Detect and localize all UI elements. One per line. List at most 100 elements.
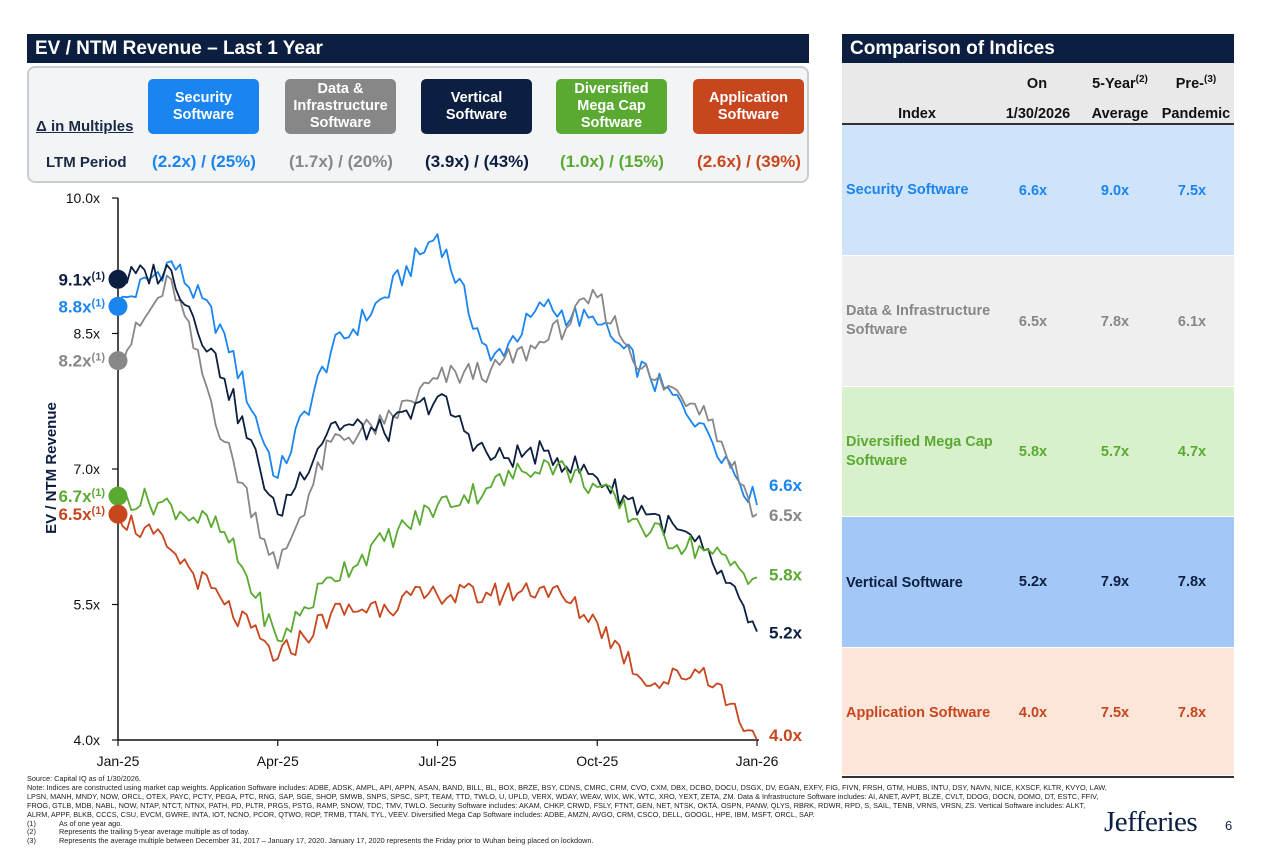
delta-label: Δ in Multiples xyxy=(36,118,134,135)
x-tick-label: Oct-25 xyxy=(576,753,618,769)
end-value-label: 6.6x xyxy=(769,476,803,495)
start-label-footnote: (1) xyxy=(92,487,106,499)
footnote-source: Source: Capital IQ as of 1/30/2026. xyxy=(27,774,141,783)
row-on-date: 5.8x xyxy=(1018,444,1048,460)
y-tick-label: 5.5x xyxy=(74,597,100,613)
table-row: Data & Infrastructure Software 6.5x 7.8x… xyxy=(842,256,1234,387)
footnote-text: As of one year ago. xyxy=(59,818,123,828)
row-5yr: 9.0x xyxy=(1100,183,1130,199)
delta-data-infra: (1.7x) / (20%) xyxy=(289,152,393,171)
series-line xyxy=(117,513,758,741)
footnote-text: Represents the average multiple between … xyxy=(59,836,594,846)
footnote-num: (3) xyxy=(27,836,36,846)
footnote-num: (2) xyxy=(27,827,36,837)
table-row: Vertical Software 5.2x 7.9x 7.8x xyxy=(842,517,1234,648)
th-pre-label: Pre- xyxy=(1175,75,1204,92)
th-pre-sup: (3) xyxy=(1203,74,1217,85)
y-tick-label: 7.0x xyxy=(74,461,100,477)
footnote-item: (2) Represents the trailing 5-year averag… xyxy=(27,827,1107,837)
row-index-name: Diversified Mega Cap Software xyxy=(846,434,993,469)
chart-title: EV / NTM Revenue – Last 1 Year xyxy=(27,34,809,63)
series-line xyxy=(117,274,758,570)
table-title: Comparison of Indices xyxy=(842,34,1234,63)
footnote-note: Note: Indices are constructed using mark… xyxy=(27,782,1107,819)
table-row: Application Software 4.0x 7.5x 7.8x xyxy=(842,648,1234,776)
row-pre-pandemic: 7.5x xyxy=(1177,183,1207,199)
table-header: Index On 1/30/2026 5-Year(2) Average Pre… xyxy=(842,63,1234,125)
row-on-date: 5.2x xyxy=(1018,574,1048,590)
row-pre-pandemic: 6.1x xyxy=(1177,314,1207,330)
jefferies-logo: Jefferies xyxy=(1104,806,1198,838)
y-axis-title: EV / NTM Revenue xyxy=(43,402,60,534)
legend-security: Security Software xyxy=(148,79,259,134)
series-line xyxy=(117,233,758,506)
end-value-label: 4.0x xyxy=(769,726,803,745)
th-on: On xyxy=(1026,76,1048,92)
row-5yr: 7.5x xyxy=(1100,705,1130,721)
row-on-date: 4.0x xyxy=(1018,705,1048,721)
footnote-text: Represents the trailing 5-year average m… xyxy=(59,827,250,837)
x-tick-label: Jul-25 xyxy=(418,753,456,769)
legend-panel: Δ in Multiples LTM Period Security Softw… xyxy=(27,66,809,183)
legend-data-infra: Data & Infrastructure Software xyxy=(285,79,396,134)
row-5yr: 7.8x xyxy=(1100,314,1130,330)
series-line xyxy=(117,459,758,643)
footnote-num: (1) xyxy=(27,818,36,828)
start-marker xyxy=(108,504,128,524)
row-on-date: 6.5x xyxy=(1018,314,1048,330)
th-average: Average xyxy=(1091,106,1149,122)
y-tick-label: 8.5x xyxy=(74,326,100,342)
start-marker xyxy=(108,296,128,316)
table-row: Diversified Mega Cap Software 5.8x 5.7x … xyxy=(842,387,1234,517)
y-tick-label: 4.0x xyxy=(74,732,100,748)
delta-security: (2.2x) / (25%) xyxy=(152,152,256,171)
x-tick-label: Jan-25 xyxy=(97,753,140,769)
start-marker xyxy=(108,351,128,371)
end-value-label: 5.8x xyxy=(769,565,803,584)
row-on-date: 6.6x xyxy=(1018,183,1048,199)
start-label-footnote: (1) xyxy=(92,352,106,364)
th-5yr-sup: (2) xyxy=(1135,74,1148,85)
delta-diversified: (1.0x) / (15%) xyxy=(560,152,664,171)
start-value-label: 8.8x(1) xyxy=(58,297,105,316)
delta-vertical: (3.9x) / (43%) xyxy=(425,152,529,171)
th-5yr: 5-Year(2) xyxy=(1080,74,1160,92)
table-row: Security Software 6.6x 9.0x 7.5x xyxy=(842,125,1234,256)
line-chart: 10.0x 8.5x 7.0x 5.5x 4.0x Jan-25 Apr-25 Jul-25 O… xyxy=(43,190,803,769)
ltm-label: LTM Period xyxy=(46,154,127,171)
start-label-footnote: (1) xyxy=(92,505,106,517)
footnotes: Source: Capital IQ as of 1/30/2026. Note… xyxy=(27,774,1107,846)
row-index-name: Data & Infrastructure Software xyxy=(846,303,991,338)
row-pre-pandemic: 7.8x xyxy=(1177,705,1207,721)
row-index-name: Application Software xyxy=(846,705,991,721)
legend-vertical: Vertical Software xyxy=(421,79,532,134)
legend-application: Application Software xyxy=(693,79,804,134)
row-pre-pandemic: 7.8x xyxy=(1177,574,1207,590)
row-pre-pandemic: 4.7x xyxy=(1177,444,1207,460)
th-date: 1/30/2026 xyxy=(1005,106,1071,122)
end-value-label: 5.2x xyxy=(769,624,803,643)
series-line xyxy=(117,263,758,632)
row-5yr: 7.9x xyxy=(1100,574,1130,590)
end-value-label: 6.5x xyxy=(769,506,803,525)
th-index: Index xyxy=(898,106,936,122)
delta-application: (2.6x) / (39%) xyxy=(697,152,801,171)
legend-diversified: Diversified Mega Cap Software xyxy=(556,79,667,134)
x-tick-label: Jan-26 xyxy=(736,753,779,769)
start-value-label: 6.7x(1) xyxy=(58,487,105,506)
x-tick-label: Apr-25 xyxy=(257,753,299,769)
start-value-label: 8.2x(1) xyxy=(58,352,105,371)
th-5yr-label: 5-Year xyxy=(1092,75,1136,92)
footnote-item: (1) As of one year ago. xyxy=(27,818,1107,829)
start-marker xyxy=(108,269,128,289)
th-pre: Pre-(3) xyxy=(1158,74,1234,92)
start-label-footnote: (1) xyxy=(92,270,106,282)
start-value-label: 9.1x(1) xyxy=(58,270,105,289)
table-bottom-rule xyxy=(842,776,1234,778)
start-value-label: 6.5x(1) xyxy=(58,505,105,524)
y-tick-label: 10.0x xyxy=(66,190,100,206)
row-index-name: Vertical Software xyxy=(846,575,963,591)
start-label-footnote: (1) xyxy=(92,297,106,309)
start-marker xyxy=(108,486,128,506)
row-5yr: 5.7x xyxy=(1100,444,1130,460)
